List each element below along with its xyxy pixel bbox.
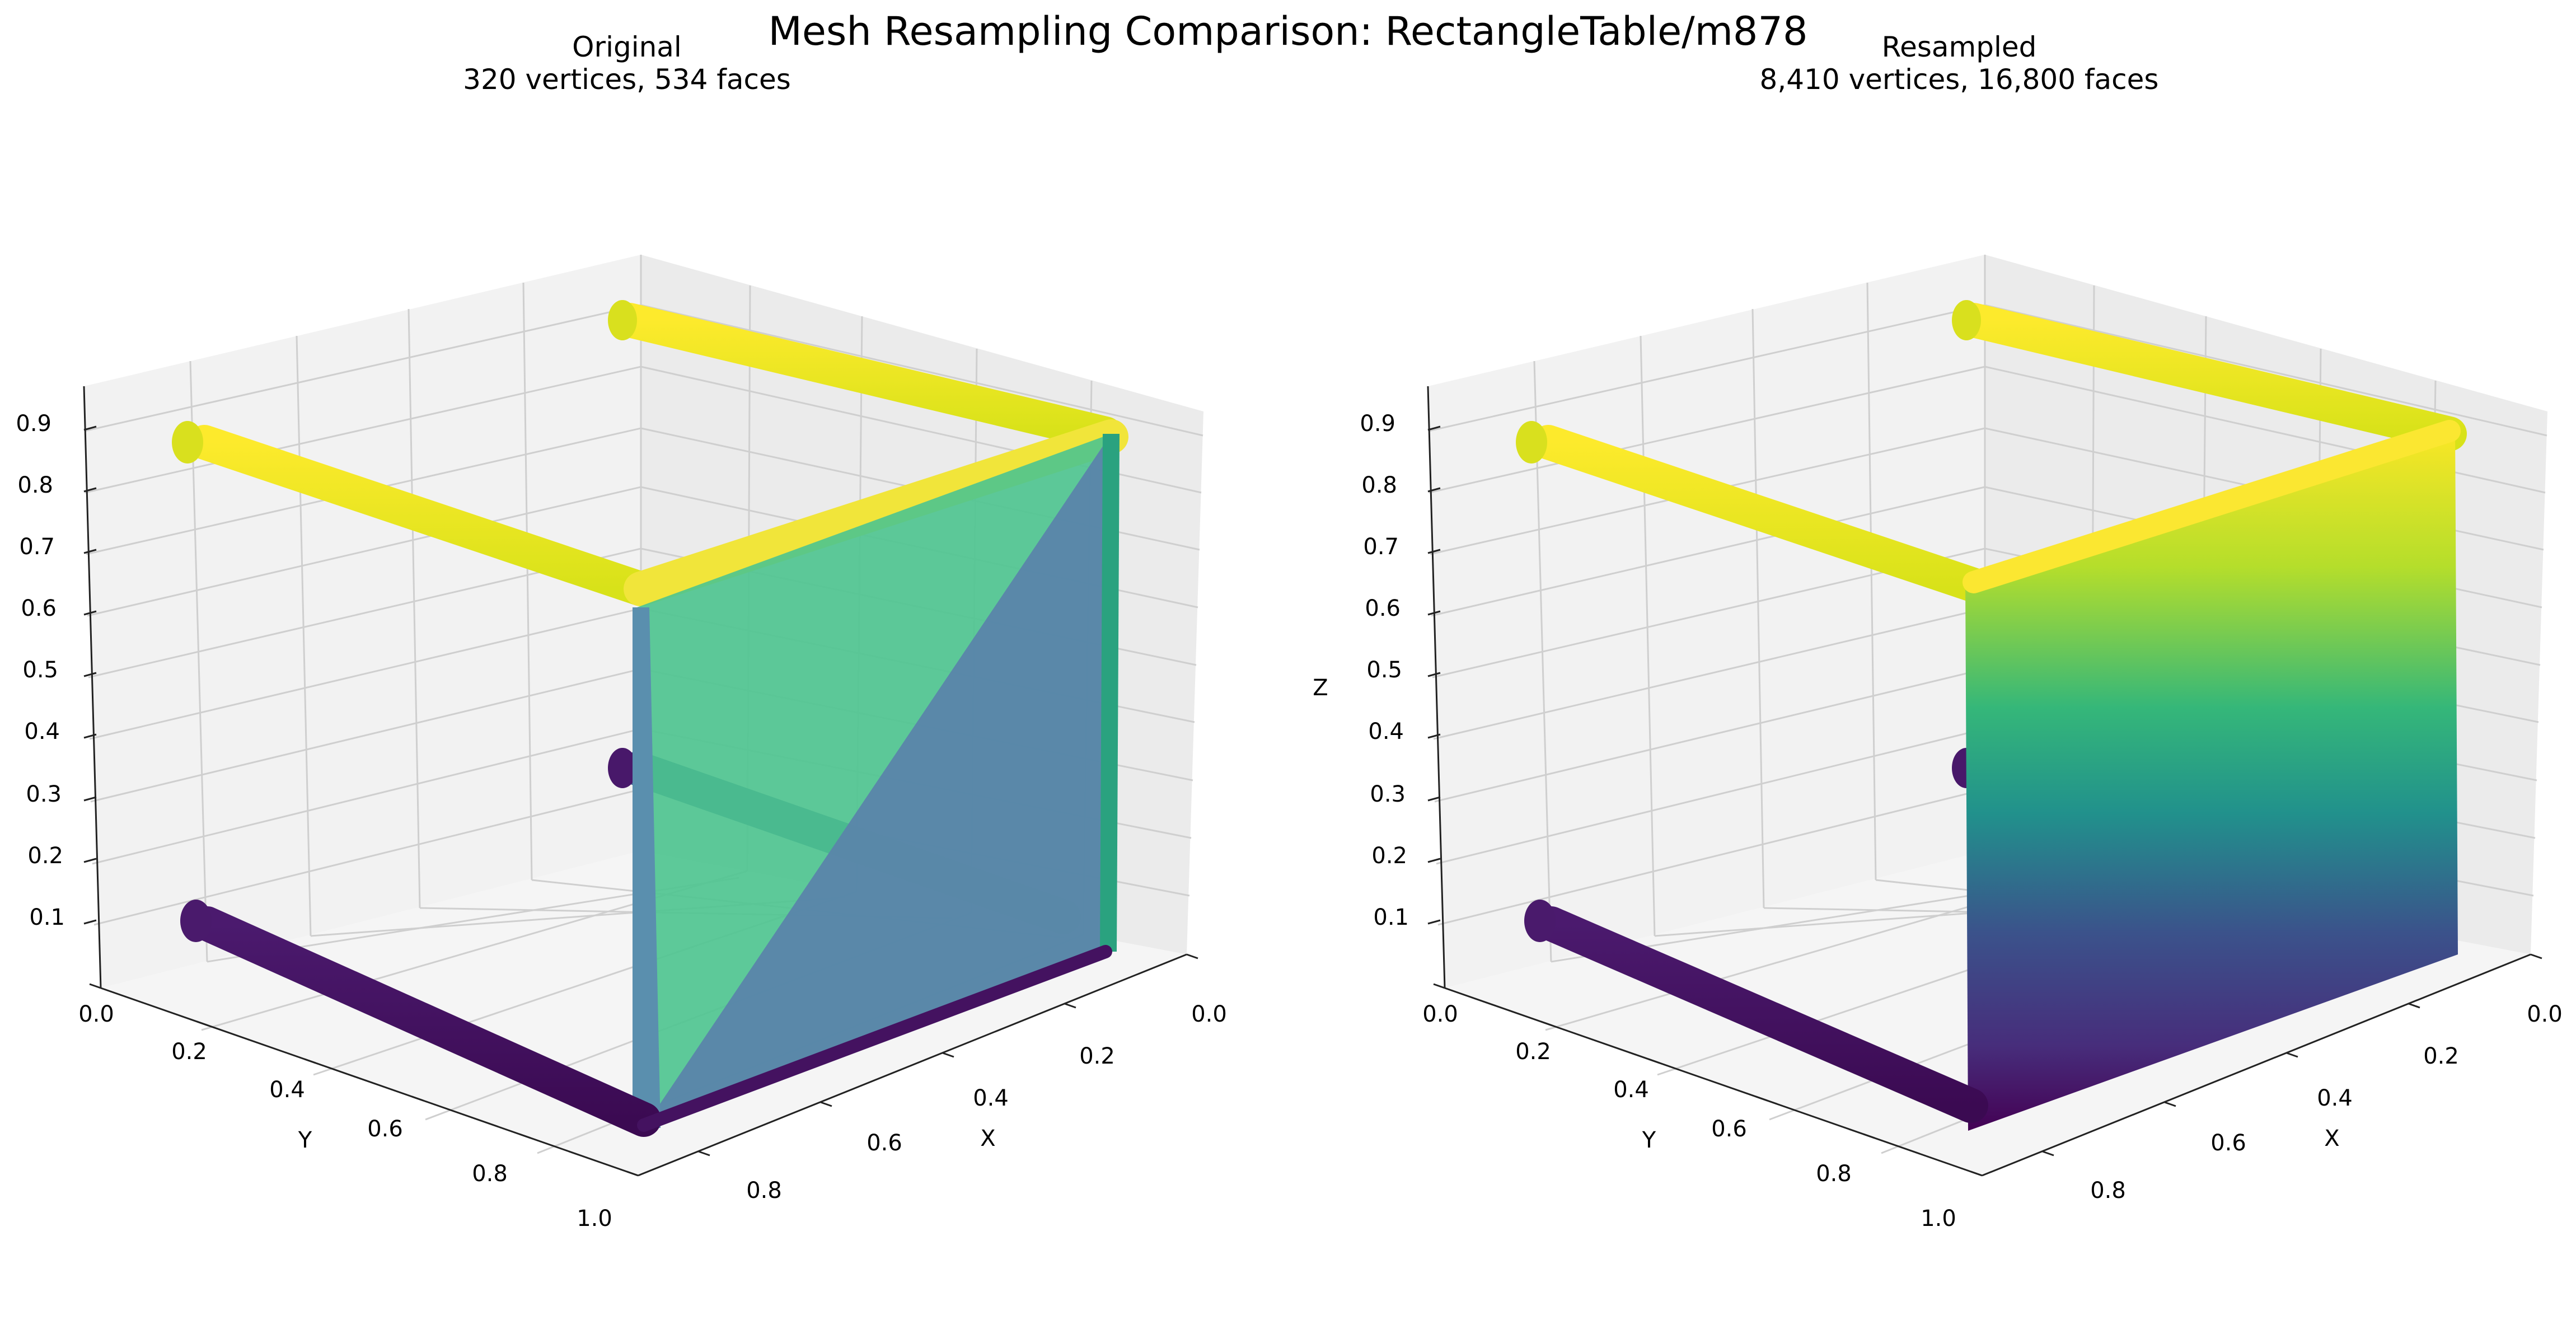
z-tick-0.6: 0.6 [1365,596,1401,621]
y-axis-ticks [1433,983,1983,1177]
x-axis-ticks [698,953,1198,1157]
z-tick-0.1: 0.1 [29,905,65,930]
resampled-plot: 0.9 0.8 0.7 0.6 0.5 0.4 0.3 0.2 0.1 Z 0.… [1313,255,2563,1232]
mesh-cap-bottom-back [608,748,637,788]
mesh-cap-top-front [1516,421,1547,463]
mesh-panel-left-edge [633,607,661,1128]
mesh-cap-top-back [608,300,637,340]
z-tick-0.3: 0.3 [1370,781,1406,807]
z-tick-0.4: 0.4 [1368,719,1404,745]
x-axis-ticks [2042,953,2542,1157]
y-tick-0.6: 0.6 [367,1116,403,1142]
mesh-bar-top-front [187,425,658,606]
y-tick-0.8: 0.8 [472,1161,508,1187]
y-tick-0.0: 0.0 [78,1001,114,1027]
y-axis-label: Y [298,1127,312,1153]
axis-spines [83,386,1187,1177]
z-tick-0.9: 0.9 [1360,411,1395,437]
z-tick-labels: 0.9 0.8 0.7 0.6 0.5 0.4 0.3 0.2 0.1 [1360,411,1409,930]
x-tick-0.0: 0.0 [1191,1001,1227,1027]
y-tick-labels: 0.0 0.2 0.4 0.6 0.8 1.0 [1422,1001,1956,1232]
mesh-panel-right-edge [1100,434,1120,952]
z-tick-0.7: 0.7 [1363,534,1399,560]
z-tick-0.2: 0.2 [1371,843,1407,869]
original-title-text: Original [572,31,682,63]
x-axis-label: X [2324,1126,2339,1151]
original-subtitle: 320 vertices, 534 faces [463,63,791,96]
figure-title: Mesh Resampling Comparison: RectangleTab… [768,8,1808,54]
y-tick-0.8: 0.8 [1816,1161,1852,1187]
z-tick-0.5: 0.5 [1366,657,1402,683]
mesh-bar-bottom-front [1534,906,1988,1123]
y-tick-1.0: 1.0 [1921,1206,1956,1232]
z-tick-0.2: 0.2 [27,843,63,869]
y-axis-ticks [89,983,639,1177]
z-tick-0.7: 0.7 [19,534,55,560]
z-tick-0.8: 0.8 [1361,472,1397,498]
mesh-resampled [1516,300,2467,1131]
z-axis-ticks [83,425,97,925]
z-tick-0.3: 0.3 [26,781,62,807]
original-plot: 0.9 0.8 0.7 0.6 0.5 0.4 0.3 0.2 0.1 0.0 … [16,255,1227,1232]
resampled-title-text: Resampled [1881,31,2037,63]
x-tick-0.8: 0.8 [2090,1178,2126,1204]
x-tick-labels: 0.0 0.2 0.4 0.6 0.8 [746,1001,1227,1204]
y-tick-1.0: 1.0 [577,1206,612,1232]
y-tick-0.2: 0.2 [171,1039,207,1065]
axis-spines [1427,386,2531,1177]
mesh-bar-top-front [1531,425,2002,606]
y-tick-labels: 0.0 0.2 0.4 0.6 0.8 1.0 [78,1001,612,1232]
resampled-title: Resampled 8,410 vertices, 16,800 faces [1567,31,2351,96]
mesh-cap-bottom-front [1524,900,1556,942]
z-tick-0.5: 0.5 [22,657,58,683]
mesh-bar-top-right [624,419,1128,606]
z-tick-0.4: 0.4 [24,719,60,745]
mesh-bar-top-back [1956,303,2467,451]
mesh-cap-top-back [1952,300,1981,340]
x-tick-0.0: 0.0 [2527,1001,2563,1027]
mesh-bar-bottom-right [637,945,1112,1132]
mesh-cap-bottom-front [180,900,212,942]
z-tick-0.8: 0.8 [17,472,53,498]
y-tick-0.0: 0.0 [1422,1001,1458,1027]
z-tick-0.1: 0.1 [1373,905,1409,930]
z-tick-0.6: 0.6 [21,596,57,621]
mesh-original [172,300,1128,1137]
z-axis-ticks [1427,425,1441,925]
y-tick-0.2: 0.2 [1515,1039,1551,1065]
x-axis-label: X [980,1126,995,1151]
x-tick-0.6: 0.6 [867,1130,902,1156]
mesh-bar-top-back [612,303,1123,451]
mesh-panel-blue [644,434,1111,1128]
y-tick-0.6: 0.6 [1711,1116,1747,1142]
mesh-bar-bottom-front [190,906,661,1137]
y-tick-0.4: 0.4 [1613,1077,1649,1103]
x-tick-0.4: 0.4 [2317,1085,2353,1111]
x-tick-0.4: 0.4 [973,1085,1009,1111]
x-tick-0.2: 0.2 [1079,1043,1115,1069]
z-tick-0.9: 0.9 [16,411,51,437]
resampled-subtitle: 8,410 vertices, 16,800 faces [1759,63,2159,96]
mesh-panel-top-edge [1963,420,2461,593]
x-tick-0.2: 0.2 [2423,1043,2459,1069]
y-tick-0.4: 0.4 [269,1077,305,1103]
x-tick-0.6: 0.6 [2210,1130,2246,1156]
mesh-cap-top-front [172,421,203,463]
z-axis-label: Z [1313,675,1328,701]
mesh-panel-gradient [1965,425,2458,1131]
z-tick-labels: 0.9 0.8 0.7 0.6 0.5 0.4 0.3 0.2 0.1 [16,411,65,930]
y-axis-label: Y [1642,1127,1656,1153]
original-title: Original 320 vertices, 534 faces [235,31,1019,96]
x-tick-labels: 0.0 0.2 0.4 0.6 0.8 [2090,1001,2563,1204]
x-tick-0.8: 0.8 [746,1178,782,1204]
